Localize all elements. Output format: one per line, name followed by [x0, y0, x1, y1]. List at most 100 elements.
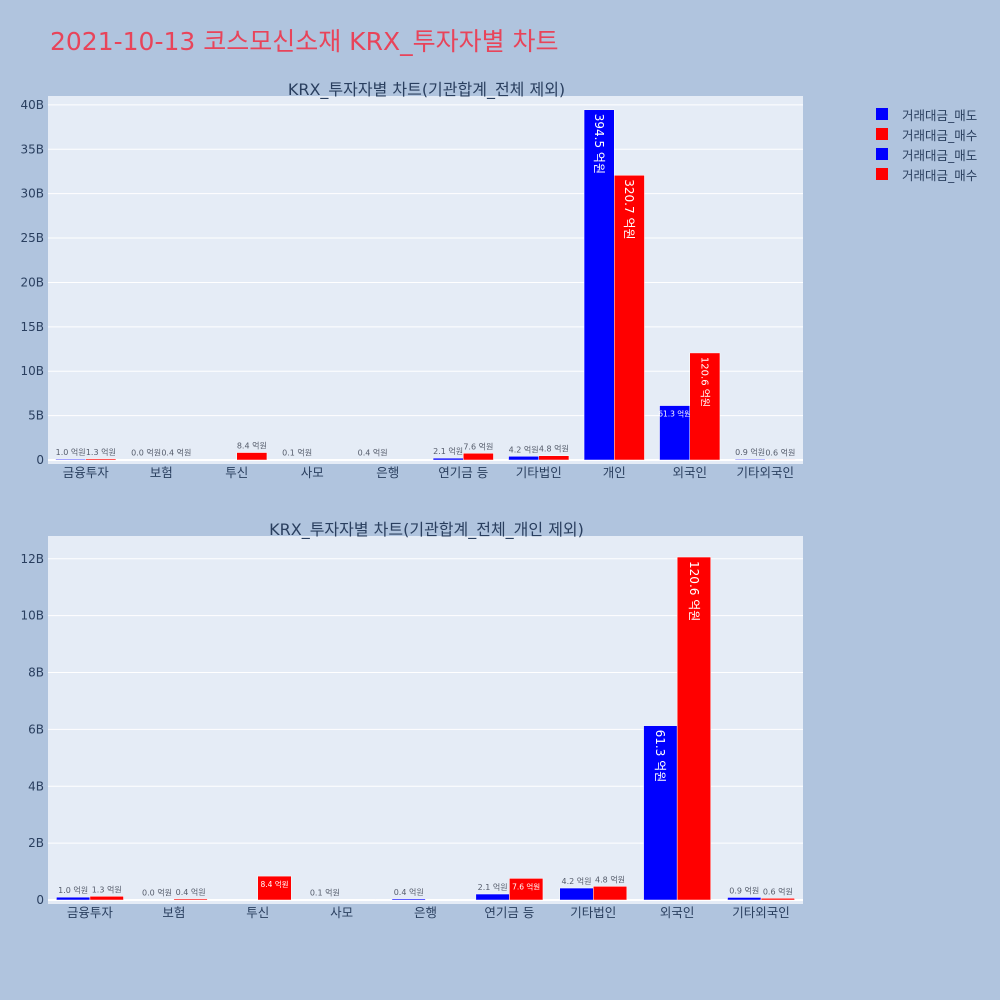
data-label: 4.8 억원: [595, 874, 625, 884]
legend-item[interactable]: 거래대금_매수: [868, 164, 977, 184]
y-tick-label: 5B: [28, 409, 44, 423]
bar: [614, 175, 645, 461]
x-tick-label: 은행: [376, 465, 399, 480]
y-tick-label: 40B: [20, 98, 44, 112]
data-label: 61.3 억원: [658, 410, 691, 419]
plot-area: [48, 96, 803, 464]
data-label: 0.1 억원: [310, 888, 340, 898]
legend-label: 거래대금_매수: [902, 127, 978, 143]
y-tick-label: 35B: [20, 142, 44, 156]
bar: [559, 887, 594, 901]
bar: [676, 556, 711, 901]
data-label: 0.0 억원: [142, 888, 172, 898]
bar: [509, 878, 544, 901]
y-tick-label: 4B: [28, 779, 44, 793]
x-tick-label: 보험: [150, 465, 173, 480]
bar: [425, 899, 460, 901]
data-label: 120.6 억원: [698, 357, 710, 407]
bar: [89, 896, 124, 901]
legend-swatch-icon: [876, 108, 888, 120]
x-tick-label: 개인: [603, 465, 626, 480]
bar: [257, 875, 292, 901]
data-label: 4.8 억원: [539, 444, 569, 454]
bar: [85, 458, 117, 461]
bar: [140, 899, 175, 901]
data-label: 4.2 억원: [509, 444, 539, 454]
x-tick-label: 보험: [162, 905, 185, 920]
legend-item[interactable]: 거래대금_매도: [868, 104, 977, 124]
page-title: 2021-10-13 코스모신소재 KRX_투자자별 차트: [50, 27, 559, 56]
data-label: 4.2 억원: [562, 876, 592, 886]
legend-label: 거래대금_매수: [902, 167, 978, 183]
x-tick-label: 기타외국인: [732, 905, 790, 920]
bar: [475, 893, 510, 901]
data-label: 2.1 억원: [433, 446, 463, 456]
x-tick-label: 투신: [246, 905, 269, 920]
y-tick-label: 6B: [28, 722, 44, 736]
data-label: 2.1 억원: [478, 882, 508, 892]
chart-title: KRX_투자자별 차트(기관합계_전체 제외): [288, 80, 565, 100]
x-tick-label: 금융투자: [63, 465, 110, 480]
data-label: 1.3 억원: [92, 884, 122, 894]
chart-title: KRX_투자자별 차트(기관합계_전체_개인 제외): [269, 520, 584, 540]
data-label: 0.4 억원: [176, 887, 206, 897]
x-tick-label: 사모: [330, 905, 353, 920]
legend-label: 거래대금_매도: [902, 107, 978, 123]
legend-item[interactable]: 거래대금_매도: [868, 144, 977, 164]
x-tick-label: 은행: [414, 905, 437, 920]
bar: [56, 896, 91, 901]
legend-swatch-icon: [876, 148, 888, 160]
bar: [281, 459, 313, 461]
bar: [161, 459, 192, 461]
y-tick-label: 20B: [20, 275, 44, 289]
bar: [206, 459, 238, 461]
bar: [659, 405, 690, 461]
bar: [643, 725, 678, 901]
data-label: 8.4 억원: [237, 441, 267, 451]
bar: [727, 897, 762, 901]
legend-label: 거래대금_매도: [902, 147, 978, 163]
data-label: 0.0 억원: [131, 448, 161, 458]
x-tick-label: 기타법인: [516, 465, 562, 480]
y-tick-label: 25B: [20, 231, 44, 245]
y-tick-label: 2B: [28, 836, 44, 850]
data-label: 0.4 억원: [394, 887, 424, 897]
bar: [387, 459, 419, 461]
data-label: 7.6 억원: [463, 441, 493, 451]
bar: [734, 458, 766, 461]
bar: [508, 456, 539, 461]
bar: [173, 898, 208, 901]
bar: [341, 899, 376, 901]
data-label: 0.4 억원: [161, 448, 191, 458]
y-tick-label: 0: [36, 893, 44, 907]
bar: [307, 899, 342, 901]
y-tick-label: 10B: [20, 609, 44, 623]
x-tick-label: 연기금 등: [484, 905, 534, 920]
data-label: 0.4 억원: [358, 448, 388, 458]
bar: [312, 459, 343, 461]
y-tick-label: 15B: [20, 320, 44, 334]
x-tick-label: 금융투자: [67, 905, 114, 920]
bar: [689, 352, 721, 461]
bar: [463, 453, 494, 461]
bar: [391, 898, 426, 901]
x-tick-label: 투신: [225, 465, 248, 480]
data-label: 0.1 억원: [282, 448, 312, 458]
data-label: 0.9 억원: [735, 447, 765, 457]
data-label: 0.9 억원: [729, 885, 759, 895]
y-tick-label: 0: [36, 453, 44, 467]
data-label: 8.4 억원: [260, 880, 288, 889]
bar: [593, 886, 628, 901]
bar: [432, 457, 464, 461]
data-label: 320.7 억원: [622, 179, 636, 239]
legend-item[interactable]: 거래대금_매수: [868, 124, 977, 144]
legend-swatch-icon: [876, 128, 888, 140]
legend-swatch-icon: [876, 168, 888, 180]
bar: [357, 459, 388, 461]
legend[interactable]: 거래대금_매도 거래대금_매수 거래대금_매도 거래대금_매수: [868, 104, 977, 184]
bar: [760, 898, 795, 901]
x-tick-label: 기타법인: [570, 905, 616, 920]
bar: [236, 452, 268, 461]
data-label: 0.6 억원: [763, 886, 793, 896]
data-label: 1.3 억원: [86, 447, 116, 457]
